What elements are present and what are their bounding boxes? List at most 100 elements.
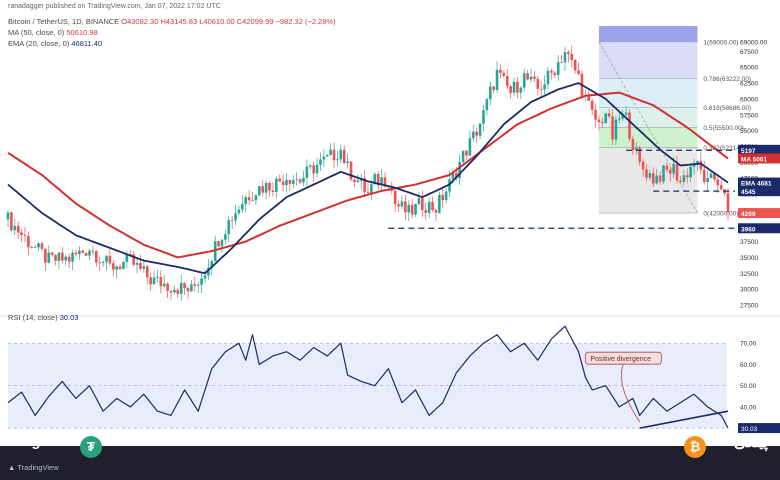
candle-body: [658, 175, 662, 182]
publisher-line: ranadagger published on TradingView.com,…: [8, 3, 221, 10]
candle-body: [142, 266, 146, 269]
candle-body: [186, 288, 190, 292]
candle-body: [40, 243, 44, 249]
candle-body: [118, 266, 122, 270]
candle-body: [336, 159, 339, 161]
candle-body: [190, 284, 193, 292]
ema-legend-value: 46811.40: [71, 39, 103, 48]
candle-body: [285, 179, 288, 186]
candle-body: [122, 261, 125, 270]
candle-body: [349, 161, 353, 180]
candle-body: [308, 165, 312, 167]
candle-body: [434, 210, 438, 213]
candle-body: [193, 284, 197, 286]
candle-body: [699, 161, 703, 170]
candle-body: [312, 165, 315, 174]
fib-zone: [598, 107, 698, 128]
candle-body: [278, 178, 281, 182]
candle-body: [635, 147, 638, 151]
candle-body: [91, 250, 95, 252]
candle-body: [417, 198, 421, 204]
candle-body: [230, 220, 234, 221]
candle-body: [482, 110, 485, 124]
candle-body: [135, 262, 139, 265]
candle-body: [478, 123, 482, 136]
candle-body: [254, 195, 258, 201]
candle-body: [679, 180, 682, 182]
fib-level-label: 1(69000.00): [703, 39, 738, 46]
candle-body: [560, 62, 563, 64]
candle-body: [145, 266, 149, 278]
candle-body: [624, 112, 628, 115]
candle-body: [709, 173, 713, 179]
candle-body: [526, 73, 529, 80]
candle-body: [471, 131, 475, 139]
candle-body: [339, 149, 343, 160]
candle-body: [706, 178, 709, 182]
candle-body: [61, 252, 64, 261]
tether-icon: ₮: [80, 436, 102, 458]
candle-body: [264, 182, 268, 193]
candle-body: [346, 161, 349, 164]
candle-body: [115, 266, 118, 270]
price-label-box: [738, 186, 780, 197]
price-label-text: 4209: [741, 211, 756, 218]
candle-body: [224, 234, 227, 240]
fib-level-label: 0.786(63222.00): [703, 76, 751, 83]
candle-body: [631, 138, 635, 151]
tradingview-label: TradingView: [17, 463, 59, 472]
candle-body: [675, 163, 679, 181]
candle-body: [550, 70, 553, 73]
candle-body: [237, 209, 241, 214]
candle-body: [33, 247, 37, 249]
candle-body: [570, 53, 574, 60]
candle-body: [383, 177, 387, 187]
candle-body: [210, 261, 214, 268]
fib-top-band: [598, 26, 698, 42]
candle-body: [444, 191, 448, 201]
candle-body: [6, 212, 10, 220]
candle-body: [519, 87, 523, 93]
candle-body: [13, 225, 17, 231]
candle-body: [23, 234, 27, 236]
candle-body: [716, 179, 720, 186]
price-axis-tick: 27500: [740, 303, 758, 310]
candle-body: [179, 283, 183, 294]
candle-body: [393, 190, 397, 205]
candle-body: [380, 177, 383, 186]
candle-body: [64, 256, 68, 261]
candle-body: [84, 252, 88, 256]
candle-body: [495, 69, 499, 90]
candle-body: [427, 201, 431, 213]
brand-persian-name: پینگی: [733, 434, 768, 451]
price-label-box: [738, 208, 780, 219]
candle-body: [455, 172, 458, 179]
candle-body: [329, 149, 332, 156]
candle-body: [590, 100, 594, 110]
candle-body: [424, 210, 428, 213]
candle-body: [397, 204, 400, 207]
candle-body: [10, 212, 13, 231]
candle-body: [431, 201, 434, 211]
candle-body: [108, 255, 112, 264]
candle-body: [173, 289, 176, 293]
rsi-legend: RSI (14, close) 30.03: [8, 313, 78, 322]
candle-body: [512, 81, 516, 93]
candle-body: [682, 175, 686, 182]
candle-body: [81, 250, 85, 253]
rsi-value-text: 30.03: [741, 426, 758, 433]
candle-body: [465, 150, 468, 156]
candle-body: [556, 62, 560, 75]
candle-body: [366, 191, 370, 193]
candle-body: [641, 161, 645, 170]
branding-bar: [0, 446, 780, 480]
candle-body: [315, 164, 319, 174]
price-axis-tick: 62500: [740, 81, 758, 88]
price-axis-tick: 57500: [740, 112, 758, 119]
candle-body: [370, 184, 373, 193]
candle-body: [648, 173, 652, 178]
candle-body: [587, 95, 591, 101]
candle-body: [638, 147, 641, 162]
candle-body: [247, 197, 251, 201]
